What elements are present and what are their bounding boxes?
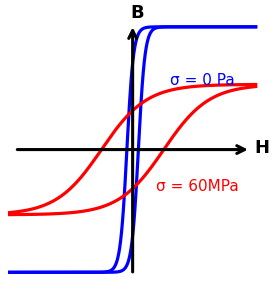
Text: σ = 0 Pa: σ = 0 Pa [170, 73, 234, 88]
Text: σ = 60MPa: σ = 60MPa [156, 179, 238, 193]
Text: B: B [131, 3, 144, 21]
Text: H: H [255, 139, 270, 157]
